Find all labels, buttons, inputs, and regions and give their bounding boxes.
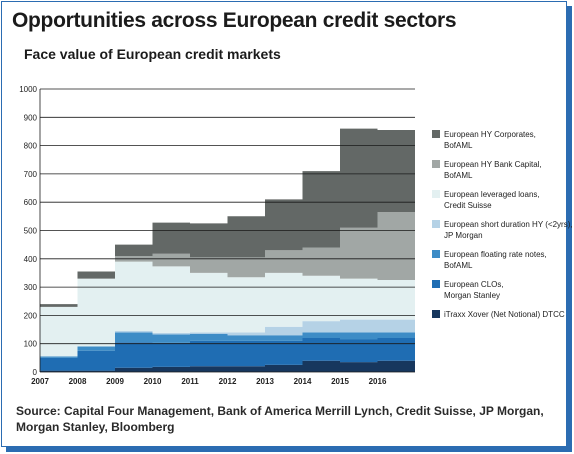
x-tick-label: 2007: [31, 377, 49, 386]
area-series-3: [40, 319, 415, 357]
legend-swatch: [432, 280, 440, 288]
legend-item: European CLOs, Morgan Stanley: [444, 280, 504, 300]
x-tick-label: 2016: [369, 377, 387, 386]
source-note: Source: Capital Four Management, Bank of…: [16, 404, 544, 434]
legend-item: European short duration HY (<2yrs), JP Mo…: [444, 220, 573, 240]
legend-item: European HY Corporates, BofAML: [444, 130, 536, 150]
y-tick-label: 0: [33, 368, 38, 377]
y-tick-label: 1000: [19, 85, 37, 94]
y-tick-label: 300: [24, 283, 38, 292]
chart-title: Face value of European credit markets: [24, 46, 281, 62]
y-tick-label: 900: [24, 113, 38, 122]
legend-item: European HY Bank Capital, BofAML: [444, 160, 542, 180]
x-tick-label: 2011: [181, 377, 199, 386]
y-tick-label: 500: [24, 227, 38, 236]
x-tick-label: 2010: [144, 377, 162, 386]
area-series-4: [40, 261, 415, 357]
y-tick-label: 400: [24, 255, 38, 264]
legend-item: European leveraged loans, Credit Suisse: [444, 190, 540, 210]
legend-swatch: [432, 310, 440, 318]
area-series-6: [40, 128, 415, 307]
legend-swatch: [432, 130, 440, 138]
legend-swatch: [432, 250, 440, 258]
x-tick-label: 2015: [331, 377, 349, 386]
y-tick-label: 800: [24, 142, 38, 151]
y-tick-label: 200: [24, 311, 38, 320]
page-title: Opportunities across European credit sec…: [12, 9, 457, 32]
area-series-1: [40, 338, 415, 371]
x-tick-label: 2012: [219, 377, 237, 386]
legend-item: iTraxx Xover (Net Notional) DTCC: [444, 310, 565, 319]
legend-swatch: [432, 220, 440, 228]
legend-item: European floating rate notes, BofAML: [444, 250, 547, 270]
x-tick-label: 2008: [69, 377, 87, 386]
legend-swatch: [432, 160, 440, 168]
legend-swatch: [432, 190, 440, 198]
y-tick-label: 600: [24, 198, 38, 207]
area-series-2: [40, 332, 415, 358]
y-tick-label: 700: [24, 170, 38, 179]
x-tick-label: 2009: [106, 377, 124, 386]
x-tick-label: 2014: [294, 377, 312, 386]
y-tick-label: 100: [24, 340, 38, 349]
area-series-0: [40, 360, 415, 372]
area-series-5: [40, 212, 415, 307]
chart-frame: [1, 1, 567, 447]
x-tick-label: 2013: [256, 377, 274, 386]
